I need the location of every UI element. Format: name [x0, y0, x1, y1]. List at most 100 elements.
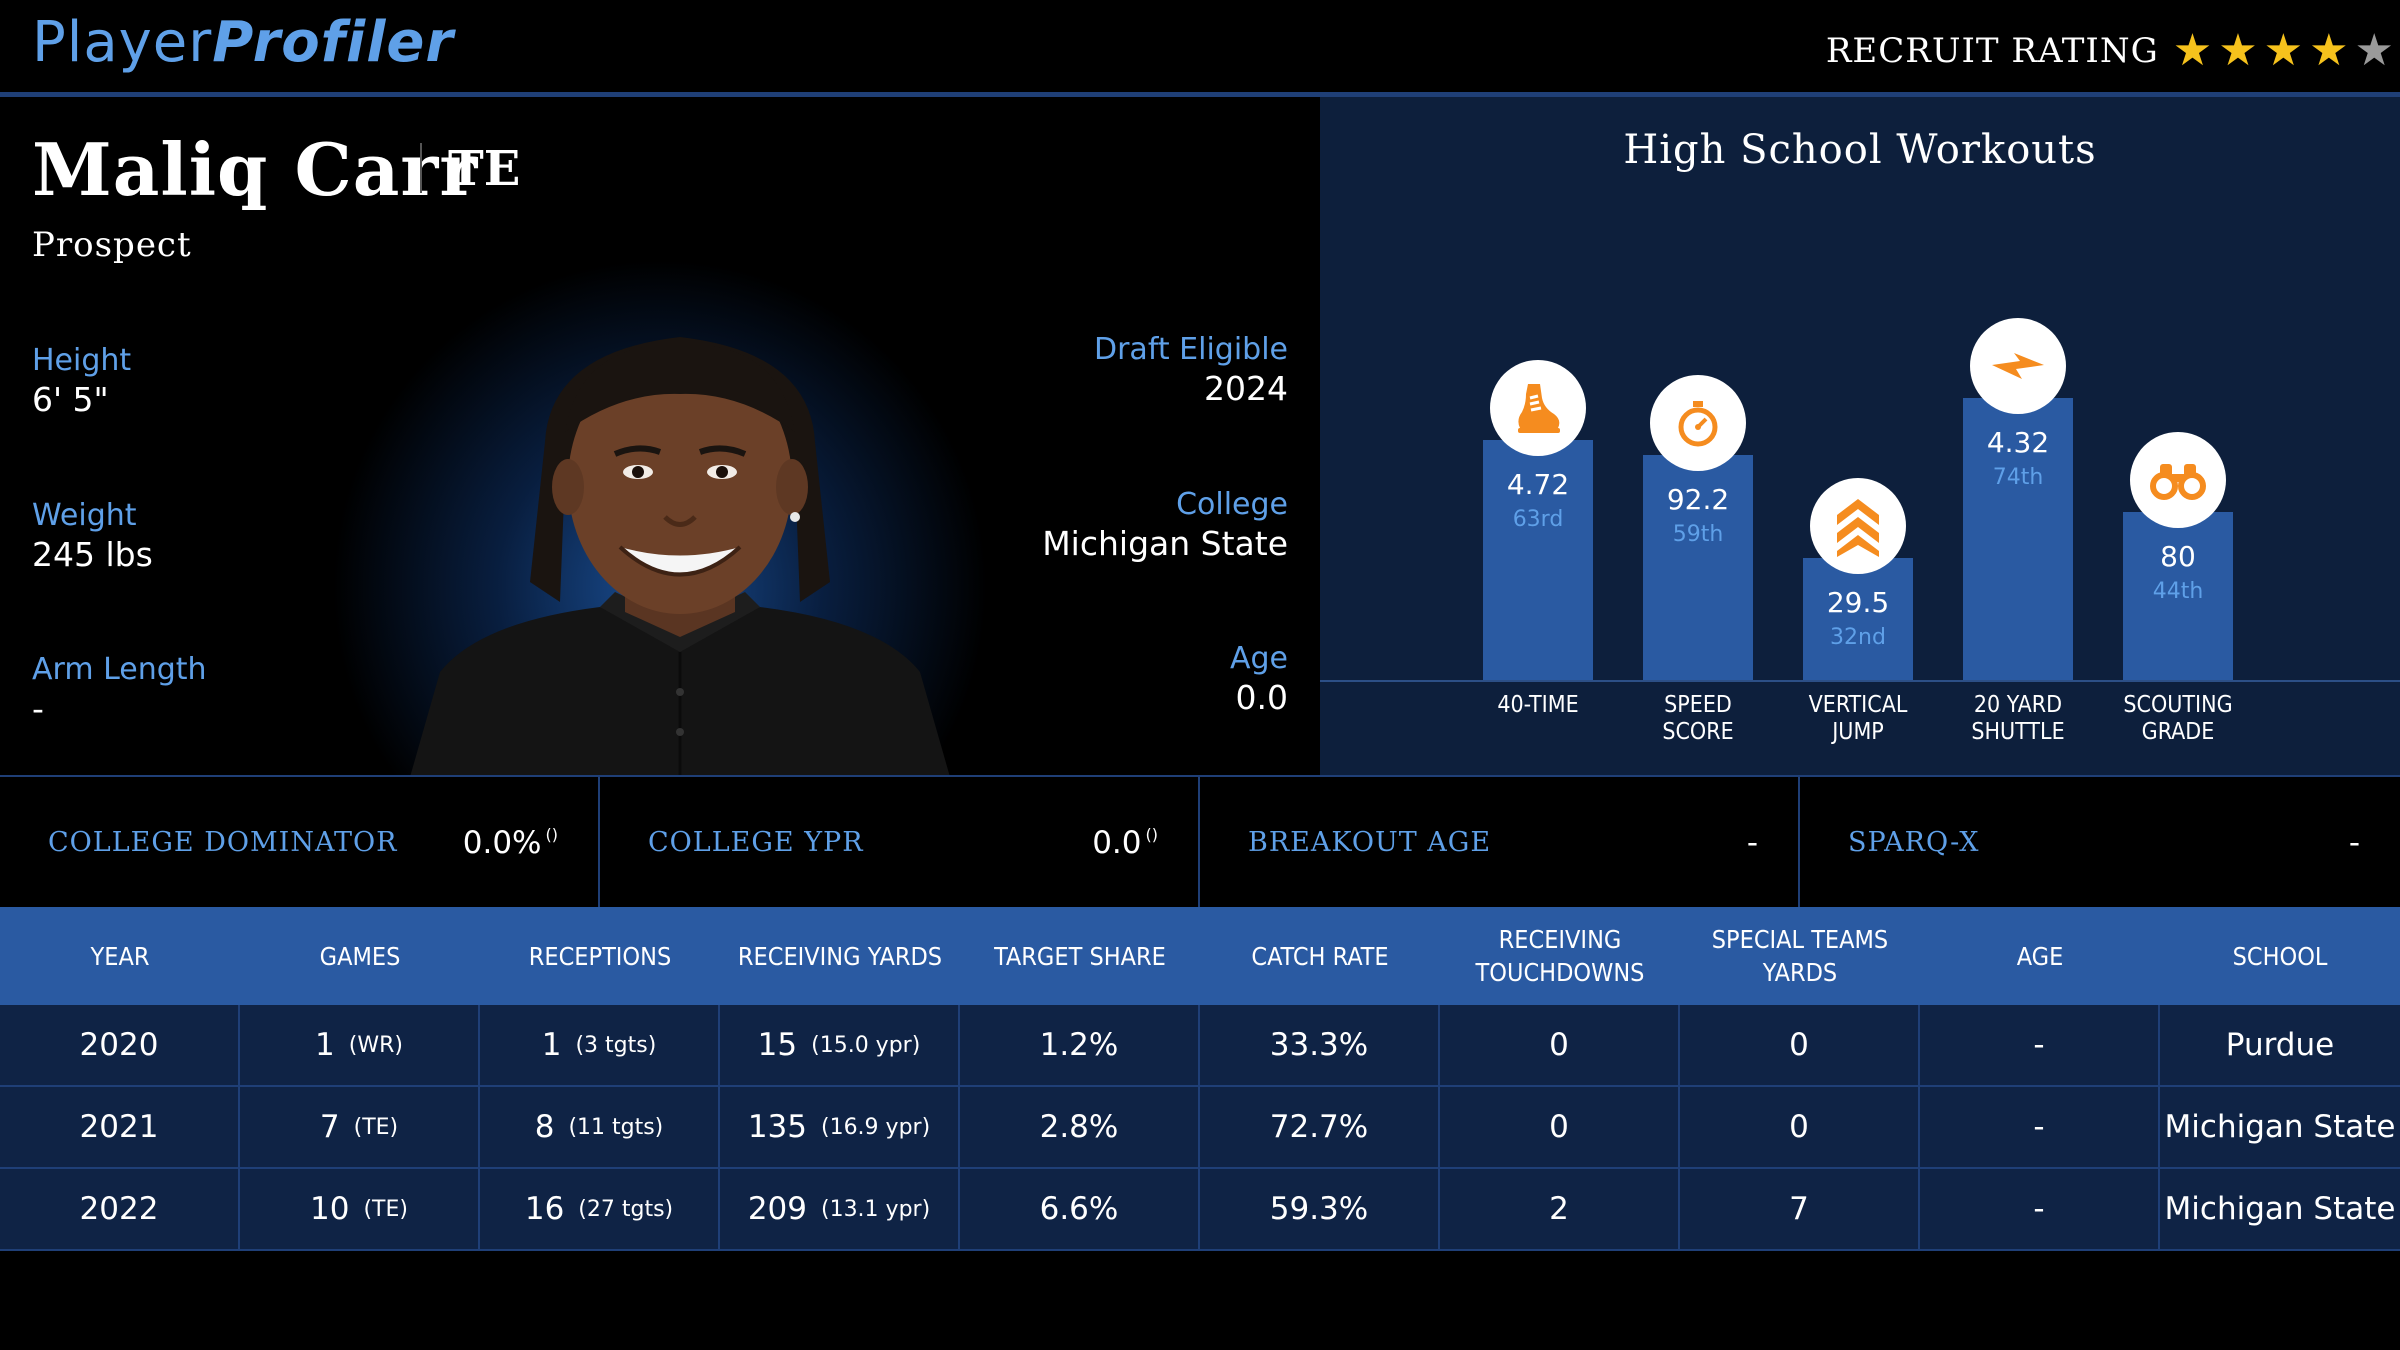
- metric-label: BREAKOUT AGE: [1248, 827, 1492, 858]
- cell-value: 7: [1789, 1191, 1809, 1227]
- cell-value: 33.3%: [1269, 1027, 1369, 1063]
- table-cell: 135 (16.9 ypr): [720, 1087, 960, 1167]
- column-header-line: YARDS: [1762, 958, 1838, 987]
- cell-value: Michigan State: [2164, 1191, 2396, 1227]
- metric-breakout-age[interactable]: BREAKOUT AGE -: [1200, 777, 1800, 907]
- workout-label-line: SCORE: [1662, 719, 1734, 745]
- table-cell: 33.3%: [1200, 1005, 1440, 1085]
- cell-value: 1.2%: [1039, 1027, 1119, 1063]
- player-photo: [410, 337, 950, 775]
- workout-bar[interactable]: [2123, 512, 2233, 680]
- cell-subvalue: (3 tgts): [575, 1032, 657, 1058]
- table-cell: 6.6%: [960, 1169, 1200, 1249]
- metric-sparq-x[interactable]: SPARQ-X -: [1800, 777, 2400, 907]
- player-position: TE: [448, 141, 521, 197]
- metric-value: -: [2348, 825, 2360, 861]
- metric-rank: (): [545, 825, 558, 844]
- chevrons-up-icon: [1810, 478, 1906, 575]
- column-header-line: TARGET SHARE: [994, 941, 1166, 971]
- table-cell: -: [1920, 1169, 2160, 1249]
- column-header[interactable]: RECEIVING YARDS: [720, 907, 960, 1005]
- table-cell: 10 (TE): [240, 1169, 480, 1249]
- cell-value: 10: [310, 1191, 350, 1227]
- table-cell: Michigan State: [2160, 1169, 2400, 1249]
- chart-baseline: [1320, 680, 2400, 682]
- site-header: PlayerProfiler RECRUIT RATING ★ ★ ★ ★ ★: [0, 0, 2400, 97]
- weight-value: 245 lbs: [32, 535, 153, 574]
- column-header[interactable]: RECEIVING TOUCHDOWNS: [1440, 907, 1680, 1005]
- workout-value: 4.32: [1986, 426, 2050, 460]
- cell-value: 0: [1549, 1027, 1569, 1063]
- cell-value: 6.6%: [1039, 1191, 1119, 1227]
- workout-value: 4.72: [1506, 467, 1570, 501]
- workout-label-line: GRADE: [2141, 719, 2215, 745]
- column-header[interactable]: TARGET SHARE: [960, 907, 1200, 1005]
- workout-bar[interactable]: [1803, 558, 1913, 680]
- cell-value: 15: [757, 1027, 798, 1063]
- table-cell: 8 (11 tgts): [480, 1087, 720, 1167]
- workout-value: 80: [2160, 540, 2196, 574]
- workout-label: 20 YARD SHUTTLE: [1938, 692, 2098, 746]
- cell-value: Michigan State: [2164, 1109, 2396, 1145]
- column-header-line: YEAR: [90, 941, 150, 971]
- cell-value: Purdue: [2225, 1027, 2335, 1063]
- table-cell: 2022: [0, 1169, 240, 1249]
- cell-subvalue: (11 tgts): [568, 1114, 664, 1140]
- workout-label-line: 40-TIME: [1497, 692, 1579, 718]
- cell-value: -: [2033, 1027, 2045, 1063]
- workout-bar[interactable]: [1643, 455, 1753, 680]
- table-cell: 15 (15.0 ypr): [720, 1005, 960, 1085]
- table-row[interactable]: 2021 7 (TE) 8 (11 tgts) 135 (16.9 ypr) 2.8% 72.7…: [0, 1087, 2400, 1169]
- metric-college-dominator[interactable]: COLLEGE DOMINATOR 0.0%(): [0, 777, 600, 907]
- name-divider: [420, 143, 422, 193]
- cell-subvalue: (TE): [363, 1196, 408, 1222]
- column-header[interactable]: RECEPTIONS: [480, 907, 720, 1005]
- workout-value: 29.5: [1826, 586, 1890, 620]
- cell-value: -: [2033, 1109, 2045, 1145]
- workout-bar[interactable]: [1483, 439, 1593, 680]
- recruit-rating: RECRUIT RATING ★ ★ ★ ★ ★: [1826, 26, 2400, 76]
- table-row[interactable]: 2022 10 (TE) 16 (27 tgts) 209 (13.1 ypr) 6.6% 59…: [0, 1169, 2400, 1251]
- table-cell: 0: [1680, 1005, 1920, 1085]
- metric-value: 0.0%(): [463, 825, 558, 861]
- column-header[interactable]: AGE: [1920, 907, 2160, 1005]
- cell-value: 2.8%: [1039, 1109, 1119, 1145]
- table-cell: 2.8%: [960, 1087, 1200, 1167]
- table-cell: 0: [1440, 1005, 1680, 1085]
- site-logo[interactable]: PlayerProfiler: [32, 10, 454, 75]
- column-header[interactable]: CATCH RATE: [1200, 907, 1440, 1005]
- arm-length-value: -: [32, 689, 44, 728]
- column-header-line: RECEPTIONS: [528, 941, 672, 971]
- college-value[interactable]: Michigan State: [1042, 524, 1288, 563]
- metric-label: COLLEGE YPR: [648, 827, 864, 858]
- workout-value: 92.2: [1666, 483, 1730, 517]
- cell-value: 16: [524, 1191, 565, 1227]
- column-header-line: CATCH RATE: [1251, 941, 1389, 971]
- metric-college-ypr[interactable]: COLLEGE YPR 0.0(): [600, 777, 1200, 907]
- table-cell: 209 (13.1 ypr): [720, 1169, 960, 1249]
- cell-value: 2020: [79, 1027, 159, 1063]
- cell-value: 2: [1549, 1191, 1569, 1227]
- table-cell: 2021: [0, 1087, 240, 1167]
- metric-value-text: 0.0%: [462, 825, 542, 861]
- column-header[interactable]: YEAR: [0, 907, 240, 1005]
- column-header[interactable]: GAMES: [240, 907, 480, 1005]
- column-header-line: AGE: [2016, 941, 2064, 971]
- table-row[interactable]: 2020 1 (WR) 1 (3 tgts) 15 (15.0 ypr) 1.2% 33.3% 0…: [0, 1005, 2400, 1087]
- workout-percentile: 32nd: [1830, 625, 1886, 651]
- column-header[interactable]: SCHOOL: [2160, 907, 2400, 1005]
- workout-bar[interactable]: [1963, 398, 2073, 680]
- player-profile-panel: Maliq Carr TE Prospect Height 6' 5" Weig…: [0, 97, 1320, 775]
- column-header[interactable]: SPECIAL TEAMS YARDS: [1680, 907, 1920, 1005]
- cell-value: 72.7%: [1269, 1109, 1369, 1145]
- workouts-title: High School Workouts: [1623, 127, 2097, 173]
- table-header: YEAR GAMES RECEPTIONS RECEIVING YARDS TARGET…: [0, 907, 2400, 1005]
- workout-label-line: 20 YARD: [1973, 692, 2063, 718]
- table-cell: 16 (27 tgts): [480, 1169, 720, 1249]
- metric-rank: (): [1145, 825, 1158, 844]
- table-cell: 7: [1680, 1169, 1920, 1249]
- metric-value: 0.0(): [1092, 825, 1158, 861]
- table-cell: 72.7%: [1200, 1087, 1440, 1167]
- table-cell: 1 (3 tgts): [480, 1005, 720, 1085]
- draft-eligible-value: 2024: [1204, 369, 1288, 408]
